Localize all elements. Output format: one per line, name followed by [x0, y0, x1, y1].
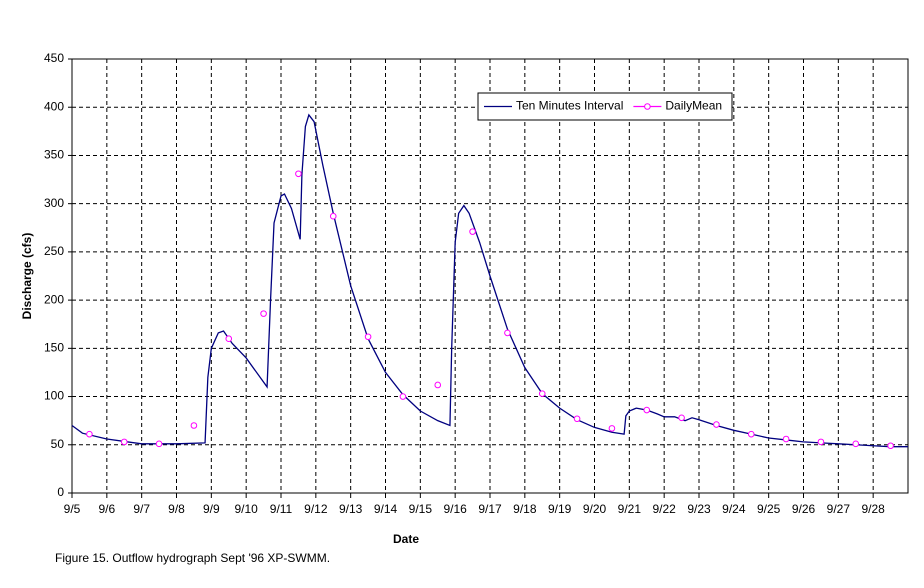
data-point — [782, 435, 790, 443]
caption: Figure 15. Outflow hydrograph Sept '96 X… — [55, 551, 330, 565]
data-point — [608, 425, 616, 432]
data-point — [643, 406, 651, 414]
y-tick-label: 250 — [44, 244, 64, 258]
data-point — [852, 440, 860, 448]
y-axis-label: Discharge (cfs) — [20, 233, 34, 320]
data-point — [329, 212, 337, 220]
data-point — [260, 310, 267, 317]
y-tick-label: 50 — [51, 437, 65, 451]
data-point — [747, 430, 755, 438]
legend-label: DailyMean — [665, 99, 722, 113]
x-tick-label: 9/25 — [757, 502, 781, 516]
data-point — [434, 381, 442, 389]
x-tick-label: 9/8 — [168, 502, 185, 516]
data-point — [573, 415, 581, 423]
x-tick-label: 9/24 — [722, 502, 746, 516]
x-tick-label: 9/16 — [443, 502, 467, 516]
series-line — [71, 113, 908, 448]
y-tick-label: 200 — [44, 292, 64, 306]
data-point — [538, 390, 546, 397]
data-point — [190, 422, 198, 429]
data-point — [887, 442, 894, 450]
x-tick-label: 9/28 — [861, 502, 885, 516]
x-tick-label: 9/10 — [234, 502, 258, 516]
x-tick-label: 9/20 — [583, 502, 607, 516]
data-point — [713, 421, 720, 428]
x-tick-label: 9/27 — [827, 502, 851, 516]
x-tick-label: 9/23 — [687, 502, 711, 516]
x-tick-label: 9/21 — [618, 502, 642, 516]
x-tick-label: 9/13 — [339, 502, 363, 516]
x-tick-label: 9/6 — [98, 502, 115, 516]
plot-border — [71, 58, 909, 494]
data-point — [86, 430, 93, 438]
x-tick-label: 9/7 — [133, 502, 150, 516]
x-axis-label: Date — [393, 532, 419, 546]
x-tick-label: 9/22 — [652, 502, 676, 516]
legend-box — [477, 92, 733, 121]
data-point — [155, 440, 163, 448]
y-tick-label: 450 — [44, 51, 64, 65]
y-tick-label: 350 — [44, 148, 64, 162]
x-tick-label: 9/11 — [270, 502, 293, 516]
x-tick-label: 9/17 — [478, 502, 502, 516]
data-point — [364, 333, 372, 341]
x-tick-label: 9/18 — [513, 502, 537, 516]
x-tick-label: 9/15 — [409, 502, 433, 516]
data-point — [399, 393, 407, 400]
data-point — [504, 329, 511, 337]
legend-marker — [644, 103, 651, 110]
x-tick-label: 9/19 — [548, 502, 572, 516]
y-tick-label: 0 — [57, 485, 64, 499]
data-point — [120, 438, 128, 446]
y-tick-label: 300 — [44, 196, 64, 210]
data-point — [225, 335, 233, 342]
x-tick-label: 9/9 — [203, 502, 220, 516]
y-tick-label: 100 — [44, 389, 64, 403]
legend-label: Ten Minutes Interval — [516, 99, 623, 113]
data-point — [469, 228, 476, 235]
x-tick-label: 9/5 — [64, 502, 81, 516]
x-tick-label: 9/12 — [304, 502, 328, 516]
data-point — [817, 438, 825, 446]
data-point — [678, 414, 685, 422]
x-tick-label: 9/14 — [374, 502, 398, 516]
data-point — [295, 170, 302, 178]
y-tick-label: 150 — [44, 341, 64, 355]
y-tick-label: 400 — [44, 99, 64, 113]
x-tick-label: 9/26 — [792, 502, 816, 516]
